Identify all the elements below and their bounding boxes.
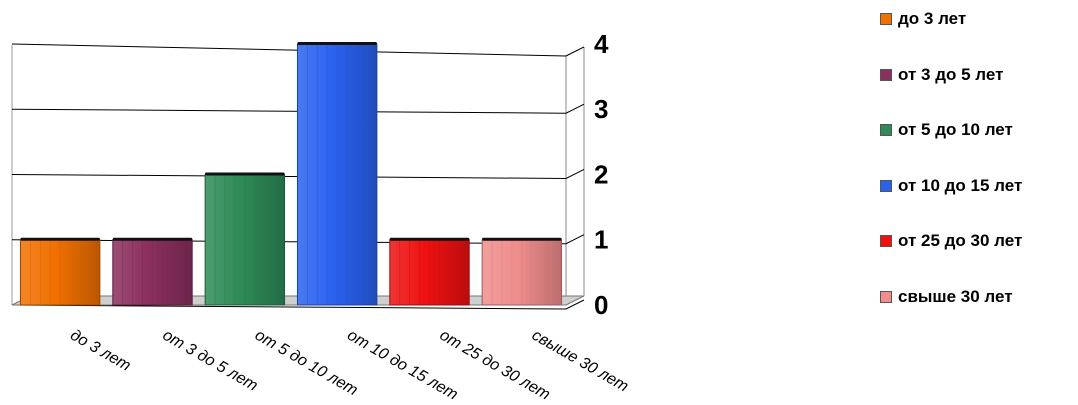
gridline — [11, 299, 585, 310]
legend-item: до 3 лет — [880, 8, 966, 30]
legend-swatch — [880, 68, 892, 81]
y-axis-ticks: 0 1 2 3 4 — [594, 29, 609, 320]
gridline — [11, 103, 585, 114]
bar — [112, 237, 193, 306]
legend-label: до 3 лет — [898, 9, 967, 28]
y-tick-label: 3 — [594, 94, 608, 124]
legend-swatch — [880, 13, 892, 25]
y-tick-label: 1 — [594, 225, 608, 255]
legend-item: от 5 до 10 лет — [880, 119, 1013, 141]
legend-swatch — [880, 235, 892, 247]
legend-item: свыше 30 лет — [880, 286, 1013, 308]
legend-swatch — [880, 124, 892, 136]
bar — [19, 237, 101, 306]
legend-label: от 5 до 10 лет — [898, 120, 1013, 139]
bar — [481, 237, 563, 306]
legend-item: от 25 до 30 лет — [880, 230, 1022, 252]
legend-item: от 10 до 15 лет — [880, 175, 1022, 197]
x-tick-label: от 5 до 10 лет — [252, 327, 361, 399]
x-tick-label: до 3 лет — [67, 327, 133, 375]
legend-label: свыше 30 лет — [898, 286, 1013, 306]
gridline — [11, 169, 585, 179]
x-tick-label: от 3 до 5 лет — [160, 327, 261, 395]
legend-label: от 3 до 5 лет — [898, 64, 1004, 84]
y-tick-label: 2 — [594, 159, 608, 189]
legend-swatch — [880, 179, 892, 192]
legend-label: от 25 до 30 лет — [898, 231, 1023, 250]
legend-swatch — [880, 290, 892, 303]
gridline — [11, 234, 585, 245]
bars — [19, 41, 563, 306]
legend-item: от 3 до 5 лет — [880, 64, 1003, 86]
bar — [389, 237, 470, 306]
bar — [296, 41, 378, 306]
bar — [204, 172, 286, 306]
gridline — [11, 43, 585, 57]
y-tick-label: 0 — [594, 290, 608, 320]
legend-label: от 10 до 15 лет — [898, 175, 1023, 195]
y-tick-label: 4 — [594, 29, 609, 59]
